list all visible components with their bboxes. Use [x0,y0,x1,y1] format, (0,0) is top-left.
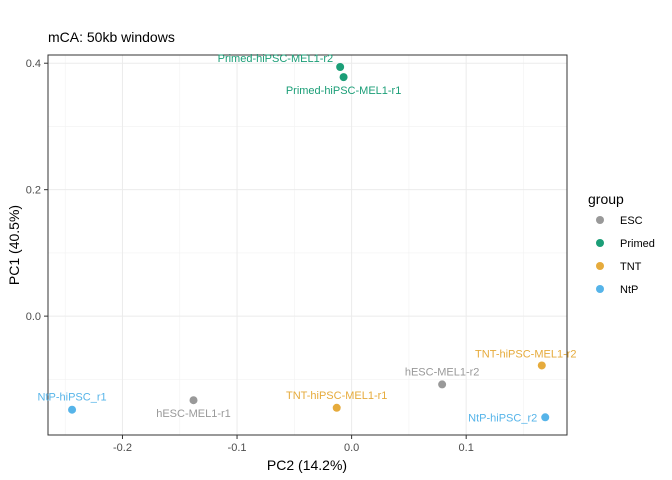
data-point [339,73,348,82]
y-axis-title: PC1 (40.5%) [6,205,22,285]
point-label: NtP-hiPSC_r2 [468,412,537,424]
data-point [332,403,341,412]
data-point [68,405,77,414]
panel-border [47,54,568,436]
point-label: hESC-MEL1-r1 [156,408,231,420]
legend-key [596,216,604,224]
legend: group ESC Primed TNT NtP [588,191,655,296]
legend-title: group [588,191,624,207]
y-tick-label: 0.2 [26,185,41,197]
x-tick-label: 0.1 [459,442,474,454]
y-tick-label: 0.4 [26,58,41,70]
data-point [189,396,198,405]
legend-key [596,239,604,247]
point-label: TNT-hiPSC-MEL1-r1 [286,390,387,402]
data-point [336,63,345,72]
legend-label: TNT [620,261,642,273]
chart-title: mCA: 50kb windows [48,29,175,45]
legend-key [596,285,604,293]
data-point [438,380,447,389]
x-axis-title: PC2 (14.2%) [267,457,347,473]
legend-label: NtP [620,284,638,296]
legend-label: Primed [620,238,655,250]
data-point [537,361,546,370]
point-label: Primed-hiPSC-MEL1-r2 [218,53,334,65]
point-label: NtP-hiPSC_r1 [38,392,107,404]
x-tick-label: 0.0 [344,442,359,454]
y-tick-label: 0.0 [26,311,41,323]
x-tick-label: -0.1 [228,442,247,454]
point-label: TNT-hiPSC-MEL1-r2 [475,348,576,360]
x-tick-label: -0.2 [113,442,132,454]
plot-area: -0.2 -0.1 0.0 0.1 0.0 0.2 0.4 Primed-hiPSC-MEL1… [26,53,577,454]
legend-label: ESC [620,215,643,227]
data-point [541,413,550,422]
point-label: Primed-hiPSC-MEL1-r1 [286,85,402,97]
legend-key [596,262,604,270]
point-label: hESC-MEL1-r2 [405,366,480,378]
